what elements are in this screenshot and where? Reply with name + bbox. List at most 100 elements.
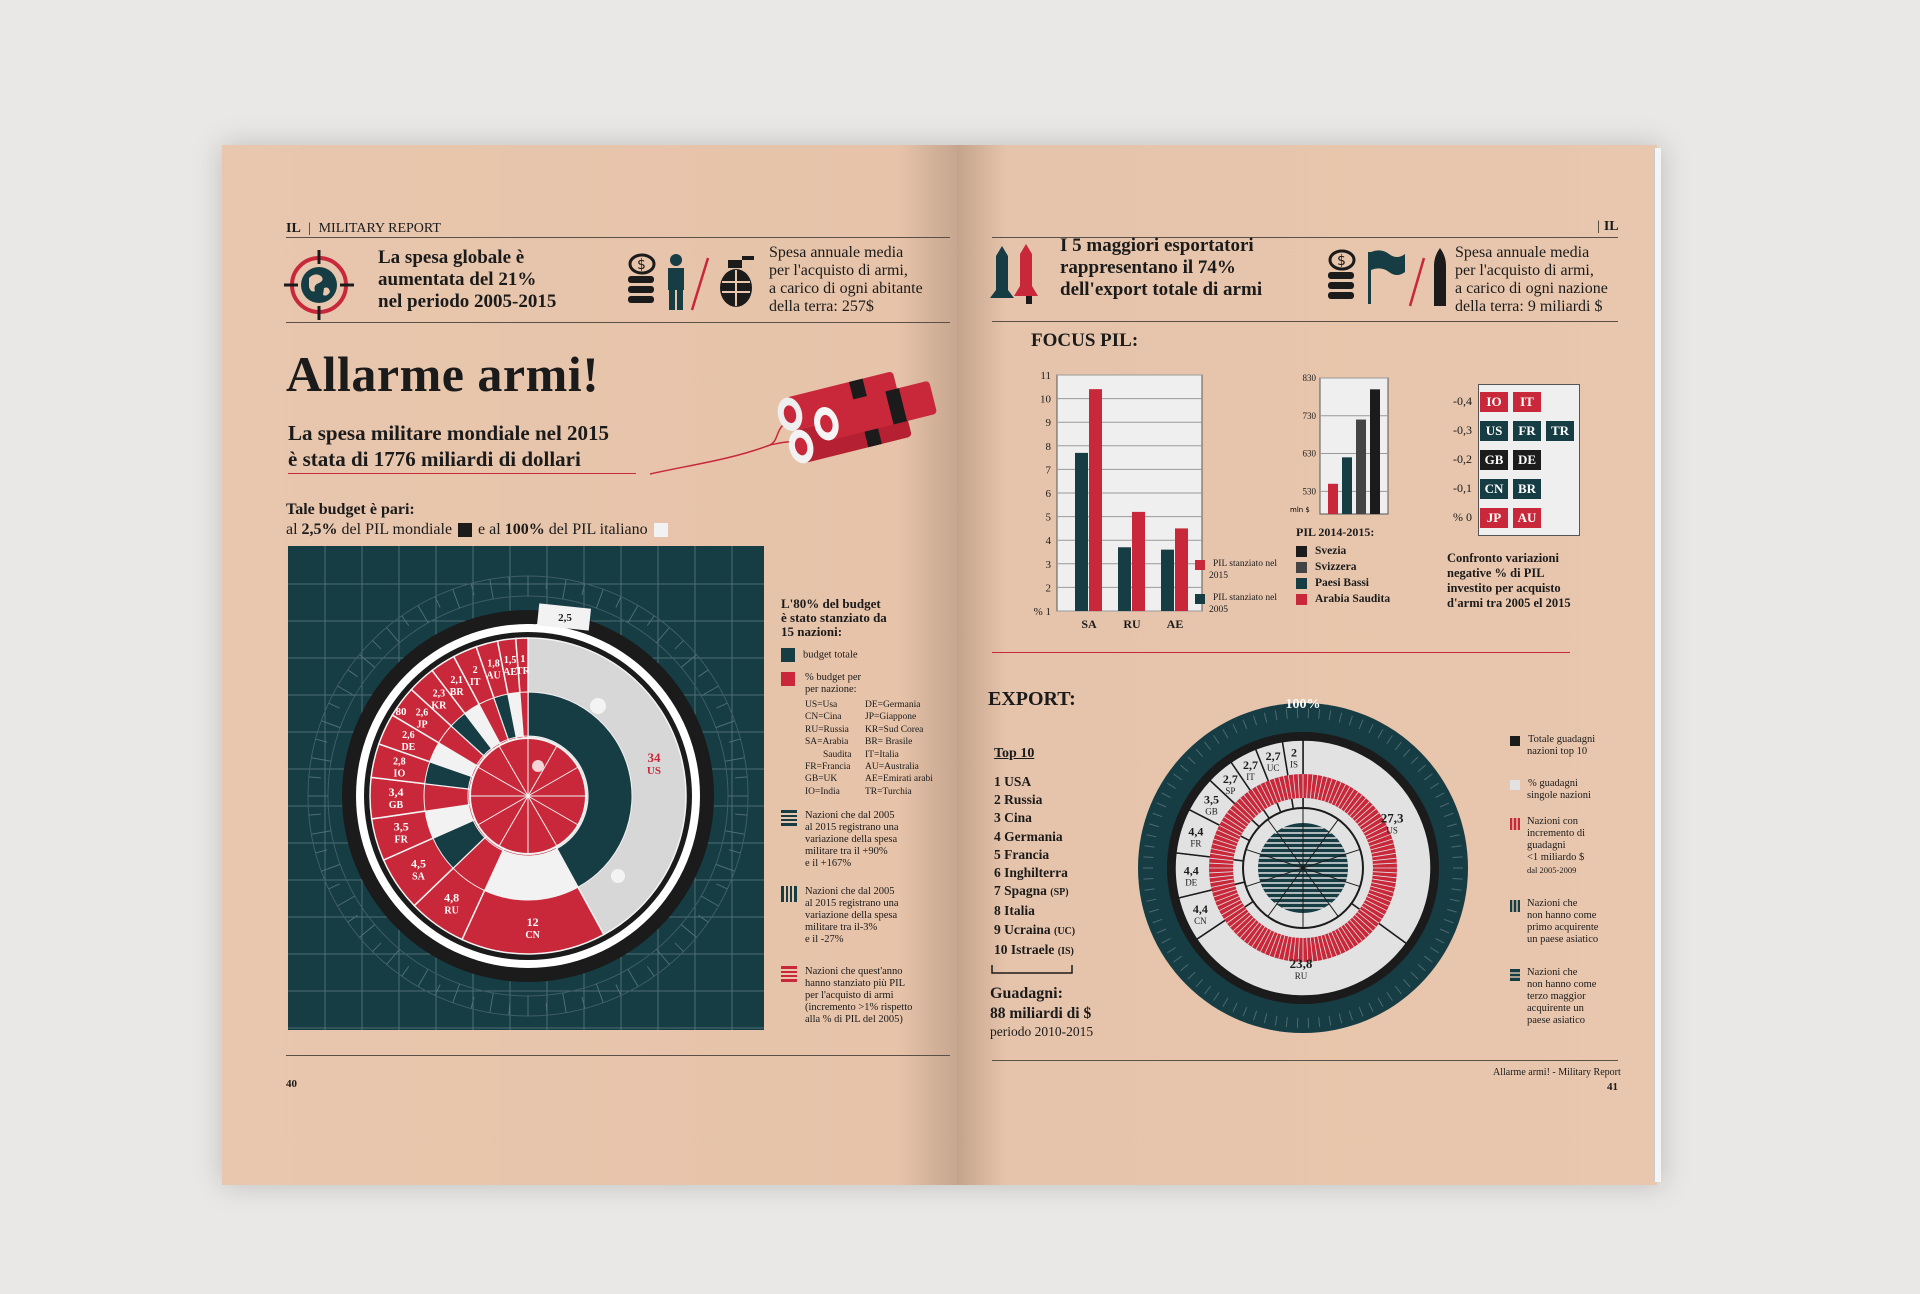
highlight-dot xyxy=(590,698,606,714)
export-band-stripe xyxy=(1317,936,1323,961)
center-spoke xyxy=(527,795,558,847)
pil-y-tick: 8 xyxy=(1046,441,1052,453)
export-band-stripe xyxy=(1331,931,1342,955)
slice-labels: 34US12CN4,8RU4,5SA3,5FR3,4GB2,8IO2,6DE2,… xyxy=(389,612,661,941)
compass-tick xyxy=(434,984,441,996)
red-swatch xyxy=(781,672,795,686)
slice-code-label: AU xyxy=(486,671,500,682)
header-rule-right xyxy=(992,237,1618,238)
export-band-stripe xyxy=(1372,874,1397,879)
export-tick xyxy=(1451,888,1462,891)
teal-swatch xyxy=(781,648,795,662)
top10-item: 3 Cina xyxy=(994,810,1032,826)
legend-line: militare tra il +90% xyxy=(805,846,888,857)
subtitle-line: è stata di 1776 miliardi di dollari xyxy=(288,447,581,471)
export-band-stripe xyxy=(1243,794,1260,814)
export-band-stripe xyxy=(1340,926,1355,948)
compass-ticks xyxy=(307,575,749,1017)
budget-text-a: al xyxy=(286,521,302,538)
export-band-stripe xyxy=(1210,852,1234,858)
section-divider xyxy=(992,652,1570,653)
gains-title: Guadagni: xyxy=(990,985,1063,1002)
compass-tick xyxy=(328,702,340,709)
variation-row-label: -0,1 xyxy=(1453,481,1472,495)
slice-code-label: AE xyxy=(503,667,517,678)
teal-horizontal-stripes-icon xyxy=(1510,969,1520,981)
compass-tick xyxy=(562,992,567,1013)
legend-line: Nazioni con xyxy=(1527,816,1579,827)
export-band-stripe xyxy=(1357,808,1377,825)
focus-pil-title: FOCUS PIL: xyxy=(1031,330,1139,351)
pil-y-tick: % 1 xyxy=(1034,606,1051,618)
stat-line: a carico di ogni abitante xyxy=(769,280,923,297)
export-band-stripe xyxy=(1210,882,1235,888)
target-globe-icon xyxy=(284,250,354,320)
export-spoke xyxy=(1302,848,1361,869)
legend-line: <1 miliardo $ xyxy=(1527,852,1585,863)
export-band-stripe xyxy=(1212,843,1236,851)
export-band-stripe xyxy=(1361,816,1383,831)
legend-line: Totale guadagni xyxy=(1528,734,1596,745)
budget-text-f: del PIL italiano xyxy=(544,521,648,538)
pil-y-tick: 6 xyxy=(1046,488,1052,500)
export-spoke xyxy=(1245,848,1304,869)
export-tick xyxy=(1429,782,1439,789)
export-spoke xyxy=(1267,867,1304,917)
compass-tick xyxy=(715,720,735,729)
pil2-bar xyxy=(1370,389,1380,514)
variation-country-code: US xyxy=(1480,421,1508,441)
slice-value-label: 2,6 xyxy=(402,730,415,741)
label-hundred: 100 xyxy=(525,623,540,634)
export-tick xyxy=(1424,773,1433,781)
pil-bar-2005 xyxy=(1161,549,1174,611)
export-tick xyxy=(1173,955,1182,963)
compass-tick xyxy=(470,996,475,1009)
export-tick xyxy=(1429,947,1439,954)
export-tick xyxy=(1274,1015,1278,1026)
export-tick xyxy=(1195,979,1204,988)
legend-label: Svezia xyxy=(1315,545,1347,557)
variation-country-code: IO xyxy=(1480,392,1508,412)
export-tick xyxy=(1242,1006,1248,1017)
budget-world-pct: 2,5% xyxy=(301,521,338,538)
export-tick xyxy=(1144,888,1155,891)
brand-text: IL xyxy=(1603,219,1619,234)
compass-tick xyxy=(735,813,748,816)
black-swatch xyxy=(1510,736,1520,746)
code-item: AU=Australia xyxy=(865,762,919,773)
legend-line: per nazione: xyxy=(805,684,857,695)
export-band-stripe xyxy=(1354,804,1374,822)
export-tick xyxy=(1318,1017,1321,1028)
slice-code-label: FR xyxy=(395,835,409,846)
legend-title-line: L'80% del budget xyxy=(781,596,881,611)
compass-tick xyxy=(359,924,376,938)
export-tick xyxy=(1435,937,1445,944)
export-value-label: 2,7 xyxy=(1243,758,1258,772)
export-band-stripe xyxy=(1221,902,1243,916)
footer-rule-right xyxy=(992,1060,1618,1061)
legend-line: % guadagni xyxy=(1528,778,1578,789)
legend-line: terzo maggior xyxy=(1527,991,1586,1002)
export-band-stripe xyxy=(1278,777,1286,801)
stat-line: a carico di ogni nazione xyxy=(1455,280,1608,297)
country-codes-right: DE=Germania JP=Giappone KR=Sud Corea BR=… xyxy=(865,699,933,798)
svg-text:$: $ xyxy=(637,257,646,273)
top10-item: 1 USA xyxy=(994,774,1032,789)
export-band-stripe xyxy=(1324,778,1333,802)
compass-tick xyxy=(615,984,622,996)
export-tick xyxy=(1386,992,1393,1001)
export-band-stripe xyxy=(1247,924,1263,945)
stat-annual-per-nation: Spesa annuale media per l'acquisto di ar… xyxy=(1455,244,1608,316)
legend-line: variazione della spesa xyxy=(805,910,898,921)
export-band-stripe xyxy=(1226,812,1247,828)
pil-y-tick: 4 xyxy=(1046,535,1052,547)
export-tick xyxy=(1285,1017,1288,1028)
export-tick xyxy=(1161,792,1171,799)
stat-line: nel periodo 2005-2015 xyxy=(378,291,557,312)
footer-title: Allarme armi! - Military Report xyxy=(1493,1067,1621,1078)
export-tick xyxy=(1368,723,1374,734)
export-band-stripe xyxy=(1236,801,1254,819)
code-item: US=Usa xyxy=(805,700,838,710)
export-legend: Totale guadagni nazioni top 10 % guadagni… xyxy=(1510,734,1598,1027)
export-tick xyxy=(1180,964,1189,972)
